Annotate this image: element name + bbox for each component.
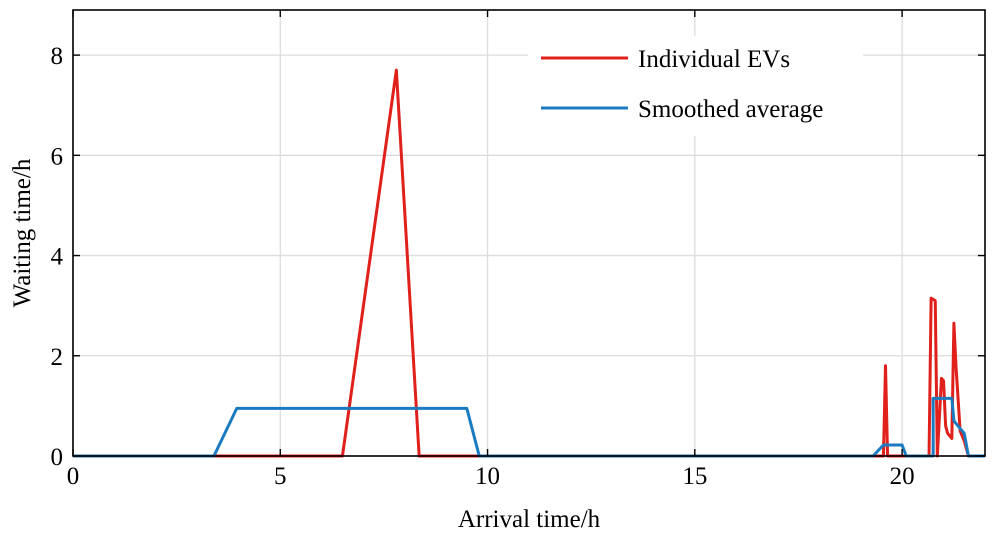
legend: Individual EVs Smoothed average (528, 36, 863, 136)
legend-label-individual-evs: Individual EVs (638, 46, 790, 73)
x-tick-label-4: 20 (890, 463, 915, 490)
legend-label-smoothed-average: Smoothed average (638, 96, 823, 123)
y-axis-label: Waiting time/h (9, 158, 36, 307)
y-tick-label-1: 2 (51, 344, 64, 371)
x-tick-label-3: 15 (682, 463, 707, 490)
x-tick-label-2: 10 (475, 463, 500, 490)
x-tick-label-1: 5 (274, 463, 287, 490)
y-tick-label-3: 6 (51, 143, 64, 170)
plot-frame (72, 9, 986, 457)
legend-background (528, 36, 863, 136)
x-axis-label: Arrival time/h (458, 506, 601, 533)
ticks: 0 5 10 15 20 0 2 4 6 8 (51, 10, 985, 490)
y-tick-label-2: 4 (51, 244, 64, 271)
y-tick-label-0: 0 (51, 444, 64, 471)
y-tick-label-4: 8 (51, 43, 64, 70)
x-tick-label-0: 0 (67, 463, 80, 490)
series-line-1 (73, 396, 985, 458)
